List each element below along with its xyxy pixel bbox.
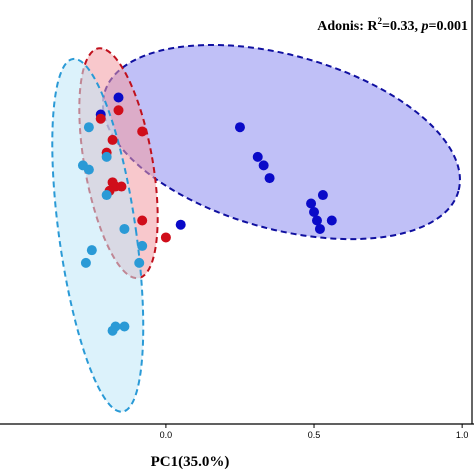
point-group-3 xyxy=(86,245,97,256)
point-group-3 xyxy=(101,151,112,162)
point-group-1 xyxy=(317,190,328,201)
x-tick-label: 1.0 xyxy=(456,430,469,440)
point-group-1 xyxy=(326,215,337,226)
point-group-1 xyxy=(234,122,245,133)
point-group-2 xyxy=(107,134,118,145)
annotation-prefix: Adonis: R xyxy=(317,19,378,34)
point-group-2 xyxy=(137,126,148,137)
confidence-ellipses xyxy=(51,43,461,413)
annotation-superscript: 2 xyxy=(378,16,383,26)
point-group-2 xyxy=(116,181,127,192)
point-group-1 xyxy=(175,219,186,230)
point-group-1 xyxy=(314,223,325,234)
point-group-1 xyxy=(306,198,317,209)
point-group-2 xyxy=(95,113,106,124)
point-group-2 xyxy=(113,105,124,116)
ellipse-group-1 xyxy=(101,43,461,241)
point-group-1 xyxy=(264,173,275,184)
point-group-3 xyxy=(137,240,148,251)
point-group-2 xyxy=(160,232,171,243)
point-group-1 xyxy=(311,215,322,226)
point-group-3 xyxy=(83,122,94,133)
annotation-mid: =0.33, xyxy=(382,19,421,34)
point-group-3 xyxy=(107,325,118,336)
x-tick-label: 0.0 xyxy=(160,430,173,440)
data-points xyxy=(77,92,337,336)
adonis-annotation: Adonis: R2=0.33, p=0.001 xyxy=(317,16,468,34)
point-group-1 xyxy=(113,92,124,103)
point-group-1 xyxy=(258,160,269,171)
annotation-p-symbol: p xyxy=(421,19,429,34)
x-axis-label: PC1(35.0%) xyxy=(151,454,230,470)
point-group-1 xyxy=(309,207,320,217)
point-group-3 xyxy=(101,190,112,201)
point-group-3 xyxy=(119,223,130,234)
point-group-3 xyxy=(83,164,94,175)
x-tick-label: 0.5 xyxy=(308,430,321,440)
point-group-3 xyxy=(119,321,130,332)
point-group-2 xyxy=(137,215,148,226)
point-group-3 xyxy=(134,257,145,268)
point-group-3 xyxy=(80,257,91,268)
x-axis-ticks: 0.0 0.5 1.0 xyxy=(160,424,469,440)
annotation-suffix: =0.001 xyxy=(429,19,468,34)
point-group-1 xyxy=(252,151,263,162)
